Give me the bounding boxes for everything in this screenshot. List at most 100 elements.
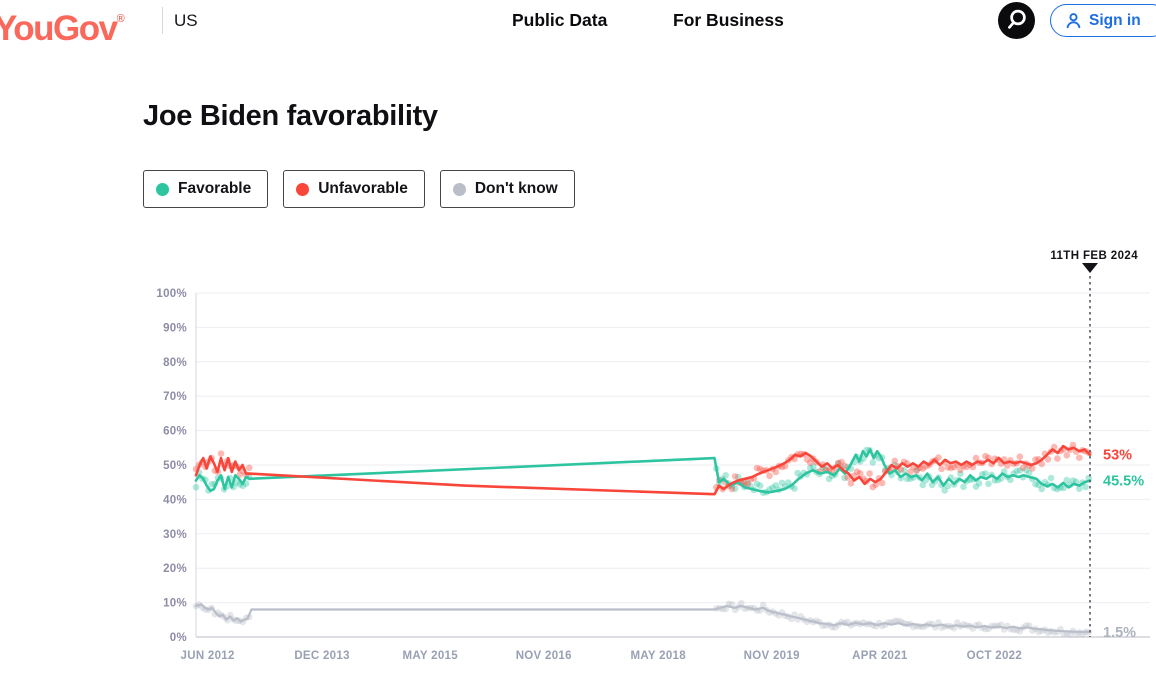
scatter-dot (935, 454, 942, 461)
scatter-dot (907, 468, 914, 476)
scatter-dot (866, 470, 873, 477)
scatter-dot (233, 479, 240, 486)
scatter-dot (734, 473, 742, 481)
person-icon (1066, 13, 1081, 29)
scatter-dot (938, 465, 945, 473)
scatter-dot (794, 469, 801, 477)
favorable-dot-icon (156, 182, 169, 196)
legend-item-unfavorable[interactable]: Unfavorable (283, 170, 425, 208)
scatter-dot (759, 601, 767, 609)
search-button[interactable] (998, 2, 1035, 39)
scatter-dot (963, 463, 970, 471)
scatter-dot (972, 483, 980, 490)
scatter-dot (1019, 464, 1027, 472)
legend-item-favorable[interactable]: Favorable (143, 170, 269, 208)
scatter-dot (753, 464, 761, 472)
y-axis-tick-label: 60% (163, 426, 187, 438)
scatter-dot (731, 485, 739, 493)
scatter-dot (810, 463, 817, 470)
sign-in-button[interactable]: Sign in (1050, 4, 1156, 37)
scatter-dot (208, 480, 215, 488)
legend-label: Favorable (178, 180, 252, 197)
y-axis-tick-label: 0% (170, 632, 187, 644)
scatter-dot (753, 480, 761, 488)
nav-for-business[interactable]: For Business (673, 10, 784, 30)
x-axis-tick-label: MAY 2015 (402, 650, 458, 662)
scatter-dot (1069, 477, 1077, 484)
scatter-dot (806, 459, 814, 467)
x-axis-tick-label: NOV 2019 (744, 650, 800, 662)
unfavorable-dot-icon (296, 182, 310, 196)
header-divider (162, 7, 163, 34)
end-value-label: 53% (1103, 448, 1132, 464)
series-line-favorable (194, 448, 1092, 494)
scatter-dot (778, 479, 786, 487)
chart-legend: Favorable Unfavorable Don't know (143, 170, 575, 208)
scatter-dot (766, 472, 773, 480)
x-axis-tick-label: DEC 2013 (294, 650, 349, 662)
end-value-label: 45.5% (1103, 473, 1144, 489)
x-axis-tick-label: APR 2021 (852, 650, 908, 662)
x-axis-tick-label: MAY 2018 (630, 650, 686, 662)
scatter-dot (245, 464, 253, 472)
scatter-dot (1022, 466, 1030, 474)
y-axis-tick-label: 30% (163, 529, 187, 541)
scatter-dot (722, 472, 729, 479)
legend-label: Unfavorable (318, 180, 408, 197)
scatter-dot (1007, 476, 1014, 484)
scatter-dot (1016, 628, 1024, 635)
scatter-dot (950, 463, 958, 471)
scatter-dot (1063, 452, 1071, 459)
scatter-dot (941, 487, 948, 494)
legend-item-dont-know[interactable]: Don't know (439, 170, 575, 208)
scatter-dot (1029, 465, 1036, 472)
scatter-dot (236, 471, 244, 478)
scatter-dot (985, 480, 992, 488)
y-axis-tick-label: 20% (163, 563, 187, 575)
scatter-dot (728, 485, 736, 493)
scatter-dot (957, 466, 964, 474)
scatter-dot (913, 466, 920, 474)
nav-public-data[interactable]: Public Data (512, 10, 608, 30)
scatter-dot (982, 452, 989, 460)
scatter-dot (982, 470, 989, 477)
scatter-dot (900, 466, 908, 474)
scatter-dot (903, 475, 911, 483)
scatter-dot (869, 483, 877, 491)
scatter-dot (913, 467, 920, 475)
scatter-dot (1069, 441, 1077, 449)
scatter-dot (856, 470, 864, 477)
cursor-triangle-icon (1082, 263, 1098, 273)
scatter-dot (919, 481, 927, 489)
y-axis-tick-label: 10% (163, 598, 187, 610)
x-axis-tick-label: OCT 2022 (967, 650, 1022, 662)
x-axis-tick-label: NOV 2016 (516, 650, 572, 662)
scatter-dot (785, 479, 792, 486)
scatter-dot (1013, 467, 1020, 475)
scatter-dot (772, 468, 780, 476)
scatter-dot (1044, 456, 1052, 463)
series-line-unfavorable (194, 444, 1092, 496)
series-line-don-t-know (194, 603, 1092, 633)
page-title: Joe Biden favorability (143, 100, 438, 132)
scatter-dot (1082, 483, 1089, 491)
yougov-logo[interactable]: YouGov® (0, 9, 125, 48)
x-axis-tick-label: JUN 2012 (181, 650, 235, 662)
scatter-dot (1025, 469, 1033, 477)
scatter-dot (192, 483, 200, 491)
y-axis-tick-label: 90% (163, 322, 187, 334)
y-axis-tick-label: 80% (163, 357, 187, 369)
y-axis-tick-label: 100% (156, 288, 187, 300)
scatter-dot (1016, 453, 1024, 461)
scatter-dot (869, 459, 877, 466)
scatter-dot (769, 484, 776, 492)
scatter-dot (847, 480, 855, 487)
scatter-dot (957, 470, 964, 478)
scatter-dot (853, 468, 861, 476)
scatter-dot (744, 481, 751, 488)
registered-mark: ® (116, 13, 125, 25)
scatter-dot (744, 479, 751, 486)
site-header: YouGov® US Public Data For Business Sign… (0, 0, 1156, 48)
